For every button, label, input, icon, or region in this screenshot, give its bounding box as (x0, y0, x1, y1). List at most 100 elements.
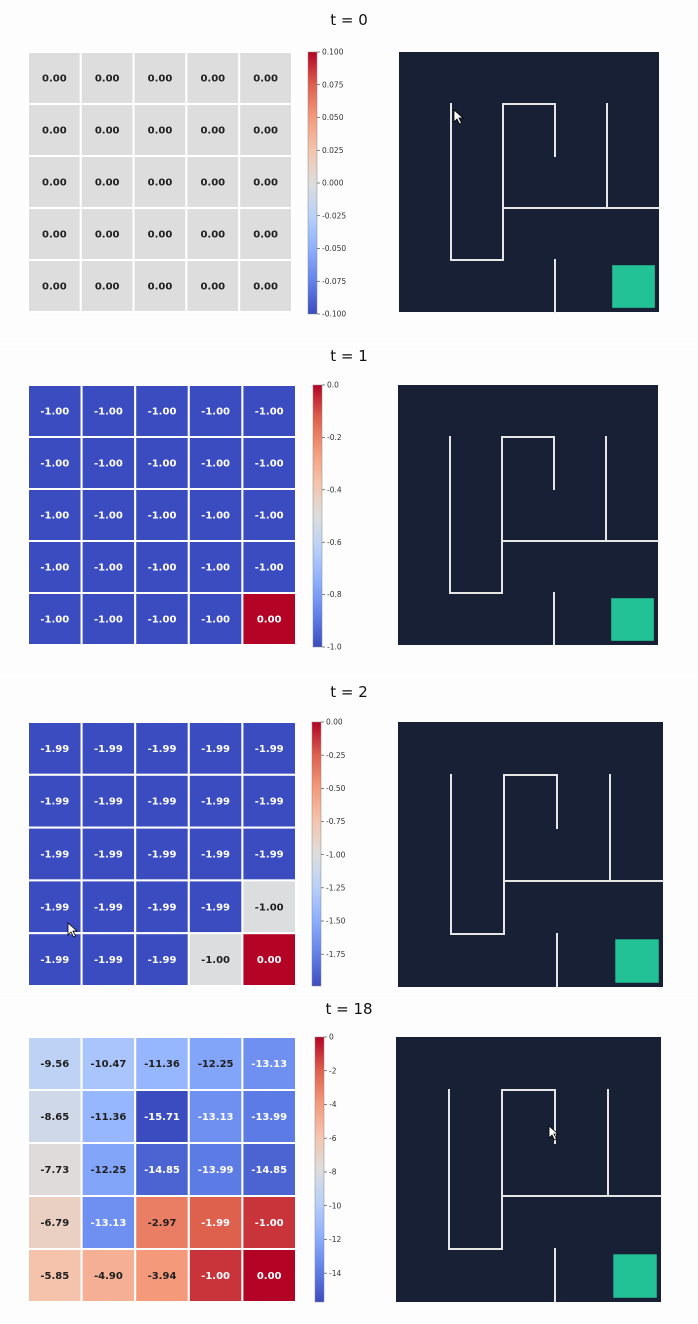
heatmap-cell-label: -13.99 (251, 1112, 287, 1123)
heatmap-cell-label: -1.00 (201, 955, 230, 966)
heatmap-cell-label: 0.00 (200, 282, 225, 293)
heatmap-cell-label: 0.00 (257, 1271, 282, 1282)
heatmap-cell-label: -1.99 (94, 744, 123, 755)
colorbar-tick-label: -0.75 (326, 817, 346, 826)
heatmap-cell-label: -1.99 (94, 902, 123, 913)
heatmap-cell (27, 826, 83, 882)
heatmap-cell-label: 0.00 (42, 230, 67, 241)
heatmap-cell-label: -11.36 (144, 1059, 180, 1070)
heatmap-cell-label: -1.99 (94, 850, 123, 861)
heatmap-cell (134, 592, 190, 646)
heatmap-cell-label: 0.00 (200, 74, 225, 85)
heatmap-cell-label: 0.00 (95, 230, 120, 241)
heatmap-cell (80, 592, 137, 646)
heatmap-cell-label: 0.00 (253, 126, 278, 137)
heatmap-cell-label: -11.36 (91, 1112, 127, 1123)
heatmap-cell-label: -1.00 (148, 459, 177, 470)
heatmap-cell-label: -1.00 (201, 1271, 230, 1282)
heatmap-cell-label: 0.00 (95, 282, 120, 293)
heatmap-cell-label: 0.00 (200, 178, 225, 189)
heatmap-cell (185, 155, 241, 209)
heatmap-cell (241, 540, 297, 594)
colorbar-tick-label: 0.050 (322, 113, 344, 122)
colorbar-tick-label: -0.2 (327, 433, 342, 442)
heatmap-cell (238, 207, 293, 261)
heatmap-cell-label: -1.00 (148, 407, 177, 418)
panel-3: t = 18 -9.56 -10.47 -11.36 -12.25 -13.13 -8.65… (0, 995, 698, 1324)
maze-goal (612, 265, 655, 308)
maze-goal (615, 939, 659, 983)
colorbar: 0.00 -0.25 -0.50 -0.75 -1.00 -1.25 -1.50 -1.75 (311, 718, 346, 987)
heatmap-cell-label: -1.00 (40, 615, 69, 626)
heatmap-cell-label: -13.13 (251, 1059, 287, 1070)
heatmap-cell-label: -1.00 (40, 459, 69, 470)
heatmap-cell (79, 155, 135, 209)
heatmap-cell (132, 103, 188, 157)
heatmap-cell (134, 488, 190, 542)
heatmap-cell-label: -1.99 (201, 1218, 230, 1229)
heatmap-cell (187, 1089, 244, 1144)
heatmap-cell (238, 155, 293, 209)
colorbar-tick-label: -14 (329, 1269, 341, 1278)
heatmap-cell (80, 879, 137, 935)
panel-title: t = 0 (330, 11, 368, 29)
heatmap-cell (241, 1142, 297, 1197)
heatmap-cell (187, 384, 244, 438)
heatmap-cell (80, 932, 137, 988)
colorbar-tick-label: 0.025 (322, 146, 344, 155)
colorbar-tick-label: -1.0 (327, 643, 342, 652)
heatmap-cell (187, 932, 244, 988)
colorbar-tick-label: -0.025 (322, 211, 346, 220)
cursor-icon (453, 109, 465, 125)
heatmap-cell (134, 773, 190, 829)
heatmap-cell-label: -1.00 (148, 563, 177, 574)
heatmap-cell (241, 488, 297, 542)
colorbar-tick-label: -4 (329, 1100, 337, 1109)
heatmap-cell-label: -1.99 (40, 797, 69, 808)
heatmap-cell (134, 932, 190, 988)
heatmap-cell-label: -1.00 (94, 459, 123, 470)
heatmap-cell (134, 1248, 190, 1303)
heatmap: -1.99 -1.99 -1.99 -1.99 -1.99 -1.99 -1.99 -1.99… (27, 721, 297, 988)
panel-title: t = 18 (325, 1000, 372, 1018)
colorbar-tick-label: -0.075 (322, 277, 346, 286)
heatmap-cell-label: -14.85 (251, 1165, 287, 1176)
heatmap-cell (27, 1089, 83, 1144)
maze (398, 385, 659, 646)
heatmap-cell-label: -1.99 (201, 744, 230, 755)
heatmap-cell (27, 51, 82, 105)
colorbar-tick-label: -1.00 (326, 850, 346, 859)
heatmap-cell (132, 207, 188, 261)
panel-2: t = 2-1.99 -1.99 -1.99 -1.99 -1.99-1.99 -1.99… (0, 678, 698, 993)
heatmap-cell-label: 0.00 (42, 74, 67, 85)
heatmap-cell-label: -8.65 (40, 1112, 69, 1123)
heatmap-cell-label: -1.99 (40, 902, 69, 913)
heatmap-cell-label: 0.00 (148, 126, 173, 137)
heatmap-cell (187, 1036, 244, 1091)
heatmap-cell-label: 0.00 (253, 178, 278, 189)
heatmap-cell-label: -9.56 (40, 1059, 69, 1070)
heatmap-cell (80, 1142, 137, 1197)
colorbar-tick-label: -0.25 (326, 751, 346, 760)
maze (396, 1037, 662, 1303)
heatmap-cell-label: 0.00 (200, 126, 225, 137)
maze (399, 52, 660, 313)
heatmap-cell-label: -1.00 (255, 459, 284, 470)
heatmap-cell-label: -1.99 (40, 744, 69, 755)
colorbar-gradient (308, 52, 317, 314)
heatmap-cell-label: 0.00 (148, 282, 173, 293)
heatmap-cell-label: -14.85 (144, 1165, 180, 1176)
heatmap-cell-label: 0.00 (148, 178, 173, 189)
heatmap-cell-label: -1.00 (201, 459, 230, 470)
heatmap-cell (80, 1195, 137, 1250)
heatmap-cell-label: -1.99 (148, 902, 177, 913)
heatmap-cell-label: -1.00 (148, 615, 177, 626)
heatmap-cell (241, 773, 297, 829)
colorbar-border (312, 384, 323, 648)
heatmap-cell-label: -1.00 (40, 511, 69, 522)
colorbar-tick-label: -6 (329, 1134, 337, 1143)
heatmap-cell (27, 773, 83, 829)
colorbar-tick-label: -8 (329, 1168, 337, 1177)
heatmap-cell-label: 0.00 (95, 74, 120, 85)
heatmap-cell-label: -13.13 (91, 1218, 127, 1229)
